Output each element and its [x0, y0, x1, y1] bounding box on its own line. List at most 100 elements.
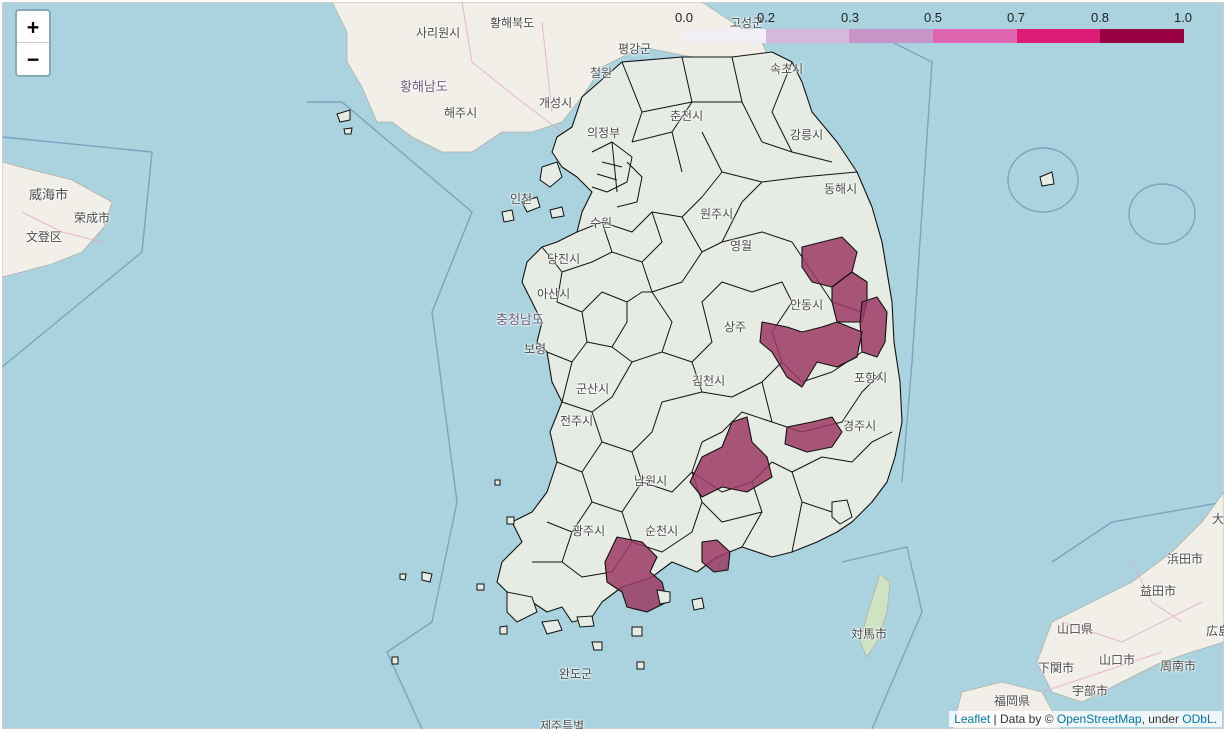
- maritime-boundaries: [2, 41, 1224, 729]
- label-chungnam: 충청남도: [496, 312, 544, 327]
- island-ganghwa: [539, 161, 563, 188]
- label-wando: 완도군: [559, 667, 593, 681]
- label-weihai: 威海市: [29, 187, 69, 202]
- legend-tick-5: 0.8: [1090, 10, 1110, 25]
- legend-swatch-3: [932, 29, 1017, 43]
- legend-swatch-2: [849, 29, 933, 43]
- zoom-out-button[interactable]: −: [17, 43, 49, 75]
- island-w1: [336, 109, 351, 123]
- island-ge: [831, 499, 853, 525]
- district-lines-gyeonggi: [576, 171, 793, 293]
- boundary-dokdo-circle: [1007, 147, 1079, 213]
- legend-color-bar: [682, 29, 1184, 43]
- osm-link[interactable]: OpenStreetMap: [1056, 712, 1142, 726]
- label-rongcheng: 荣成市: [74, 211, 111, 225]
- label-gyeongju: 경주시: [843, 419, 877, 433]
- island-s5: [499, 625, 508, 635]
- label-hamada: 浜田市: [1167, 552, 1204, 566]
- legend-tick-1: 0.2: [756, 10, 776, 25]
- boundary-japan: [1051, 501, 1224, 563]
- district-lines-jeolla: [532, 361, 703, 578]
- attribution-end: .: [1213, 712, 1217, 726]
- island-sw3: [399, 573, 407, 581]
- island-sw2: [421, 571, 433, 583]
- island-sw7: [631, 626, 643, 637]
- island-ulleung: [1039, 171, 1055, 187]
- leaflet-link[interactable]: Leaflet: [954, 712, 991, 726]
- south-korea-districts: [496, 51, 903, 623]
- label-boryeong: 보령: [524, 342, 547, 356]
- island-w2: [343, 127, 353, 135]
- label-hwanghae-north: 황해북도: [490, 16, 535, 30]
- label-incheon: 인천: [510, 192, 533, 206]
- island-s2: [691, 597, 705, 611]
- label-dangjin: 당진시: [547, 252, 581, 266]
- district-lines-seoul: [591, 141, 643, 208]
- label-jeonju: 전주시: [560, 414, 594, 428]
- legend-tick-2: 0.3: [840, 10, 860, 25]
- zoom-control: + −: [15, 9, 51, 77]
- label-wendeng: 文登区: [26, 230, 63, 244]
- boundary-west: [2, 136, 153, 368]
- label-gimcheon: 김천시: [692, 374, 726, 388]
- label-gangneung: 강릉시: [790, 128, 824, 142]
- label-goseong: 고성군: [730, 16, 764, 30]
- island-sw1: [506, 591, 538, 623]
- island-w7: [506, 516, 515, 525]
- label-tsushima: 対馬市: [851, 627, 888, 641]
- island-s4: [636, 661, 645, 670]
- label-yamaguchi: 山口市: [1099, 653, 1136, 667]
- label-gwangju: 광주시: [572, 524, 606, 538]
- roads: [21, 2, 1203, 693]
- color-legend: 0.0 0.2 0.3 0.5 0.7 0.8 1.0: [675, 10, 1192, 44]
- island-w3: [501, 209, 515, 223]
- label-pohang: 포항시: [854, 371, 888, 385]
- label-haeju: 해주시: [444, 106, 478, 120]
- label-suncheon: 순천시: [645, 524, 679, 538]
- island-w6: [494, 479, 501, 486]
- district-lines-gyeongnam: [691, 431, 893, 553]
- label-yeongwol: 영월: [730, 239, 753, 253]
- island-s1: [656, 589, 671, 605]
- district-lines-north: [621, 56, 858, 183]
- label-chuncheon: 춘천시: [670, 109, 704, 123]
- legend-tick-6: 1.0: [1173, 10, 1193, 25]
- label-shimonoseki: 下関市: [1038, 661, 1075, 675]
- label-fukuoka: 福岡県: [994, 694, 1031, 708]
- label-wonju: 원주시: [700, 207, 734, 221]
- legend-tick-4: 0.7: [1006, 10, 1026, 25]
- boundary-korea-strait: [841, 546, 923, 729]
- land-tsushima: [859, 573, 891, 658]
- attribution-under: , under: [1141, 712, 1183, 726]
- attribution: Leaflet | Data by © OpenStreetMap, under…: [949, 711, 1222, 727]
- attribution-text: | Data by ©: [990, 712, 1057, 726]
- label-gunsan: 군산시: [576, 382, 610, 396]
- legend-swatch-4: [1016, 29, 1101, 43]
- odbl-link[interactable]: ODbL: [1182, 712, 1214, 726]
- label-yamaguchi-pref: 山口県: [1057, 622, 1094, 636]
- label-asan: 아산시: [537, 287, 571, 301]
- islands: [336, 109, 1055, 670]
- district-high-gyeongsan: [784, 416, 843, 453]
- label-sariwon: 사리원시: [416, 26, 461, 40]
- district-high-uljin: [859, 296, 888, 358]
- district-high-goheung: [604, 536, 668, 613]
- label-namwon: 남원시: [634, 474, 668, 488]
- label-kaesong: 개성시: [539, 96, 573, 110]
- label-jeju: 제주특별: [540, 719, 585, 729]
- zoom-in-button[interactable]: +: [17, 11, 49, 43]
- label-sangju: 상주: [724, 320, 747, 334]
- legend-swatch-5: [1100, 29, 1184, 43]
- label-shunan: 周南市: [1160, 659, 1197, 673]
- island-sw4: [541, 619, 563, 635]
- legend-tick-0: 0.0: [674, 10, 694, 25]
- boundary-yellow-sea: [307, 101, 473, 729]
- label-donghae: 동해시: [824, 182, 858, 196]
- legend-swatch-0: [682, 29, 766, 43]
- boundary-east: [891, 41, 933, 483]
- label-uijeongbu: 의정부: [587, 126, 621, 140]
- island-sw5: [576, 615, 595, 628]
- label-hwanghae-south: 황해남도: [400, 79, 448, 94]
